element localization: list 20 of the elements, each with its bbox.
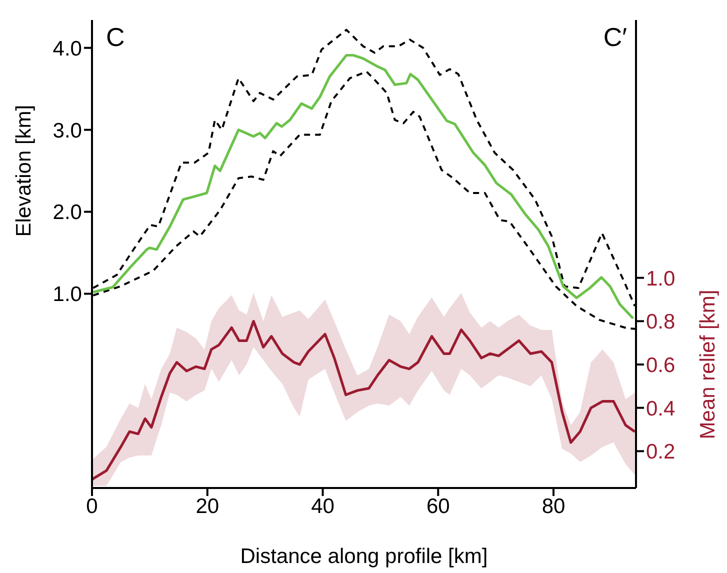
x-tick-label: 60 xyxy=(426,494,450,518)
x-axis-title: Distance along profile [km] xyxy=(240,545,488,568)
x-tick-label: 20 xyxy=(196,494,220,518)
y-axis-title: Elevation [km] xyxy=(12,104,36,237)
y2-tick-label: 0.6 xyxy=(646,354,676,377)
y-tick-label: 2.0 xyxy=(52,201,82,224)
x-tick-label: 40 xyxy=(311,494,334,518)
y-tick-label: 3.0 xyxy=(52,119,82,142)
line-series xyxy=(92,320,636,481)
annotation: C′ xyxy=(603,22,627,53)
y2-tick-label: 0.2 xyxy=(646,440,676,464)
x-tick-label: 80 xyxy=(542,494,566,518)
y-tick-label: 4.0 xyxy=(52,37,82,60)
y2-tick-label: 0.8 xyxy=(646,310,676,334)
y2-tick-label: 0.4 xyxy=(646,397,676,420)
y-tick-label: 1.0 xyxy=(52,283,82,306)
x-tick-label: 0 xyxy=(86,494,98,518)
y2-tick-label: 1.0 xyxy=(646,267,676,290)
y2-axis-title: Mean relief [km] xyxy=(696,290,720,440)
annotation: C xyxy=(106,22,125,53)
